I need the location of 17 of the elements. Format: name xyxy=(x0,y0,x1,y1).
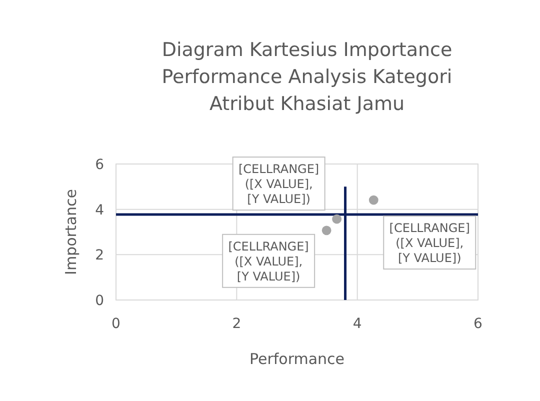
data-label: [CELLRANGE] ([X VALUE], [Y VALUE]) xyxy=(228,239,309,284)
x-tick-label: 4 xyxy=(352,316,362,332)
y-tick-label: 6 xyxy=(95,157,104,173)
point xyxy=(368,195,378,205)
x-tick-label: 2 xyxy=(232,316,242,332)
y-tick-label: 2 xyxy=(95,248,104,264)
point xyxy=(332,214,342,224)
data-label: [CELLRANGE] ([X VALUE], [Y VALUE]) xyxy=(238,162,320,206)
y-tick-label: 4 xyxy=(95,202,104,218)
x-tick-label: 6 xyxy=(474,316,483,332)
y-tick-label: 0 xyxy=(95,293,104,309)
point xyxy=(322,226,332,236)
y-axis-title: Importance xyxy=(62,189,80,275)
x-axis-title: Performance xyxy=(249,350,345,368)
data-label: [CELLRANGE] ([X VALUE], [Y VALUE]) xyxy=(389,221,470,266)
x-tick-label: 0 xyxy=(112,316,120,332)
chart-title: Diagram Kartesius Importance Performance Analysis Kategori Atribut Khasiat Jamu xyxy=(162,39,452,115)
